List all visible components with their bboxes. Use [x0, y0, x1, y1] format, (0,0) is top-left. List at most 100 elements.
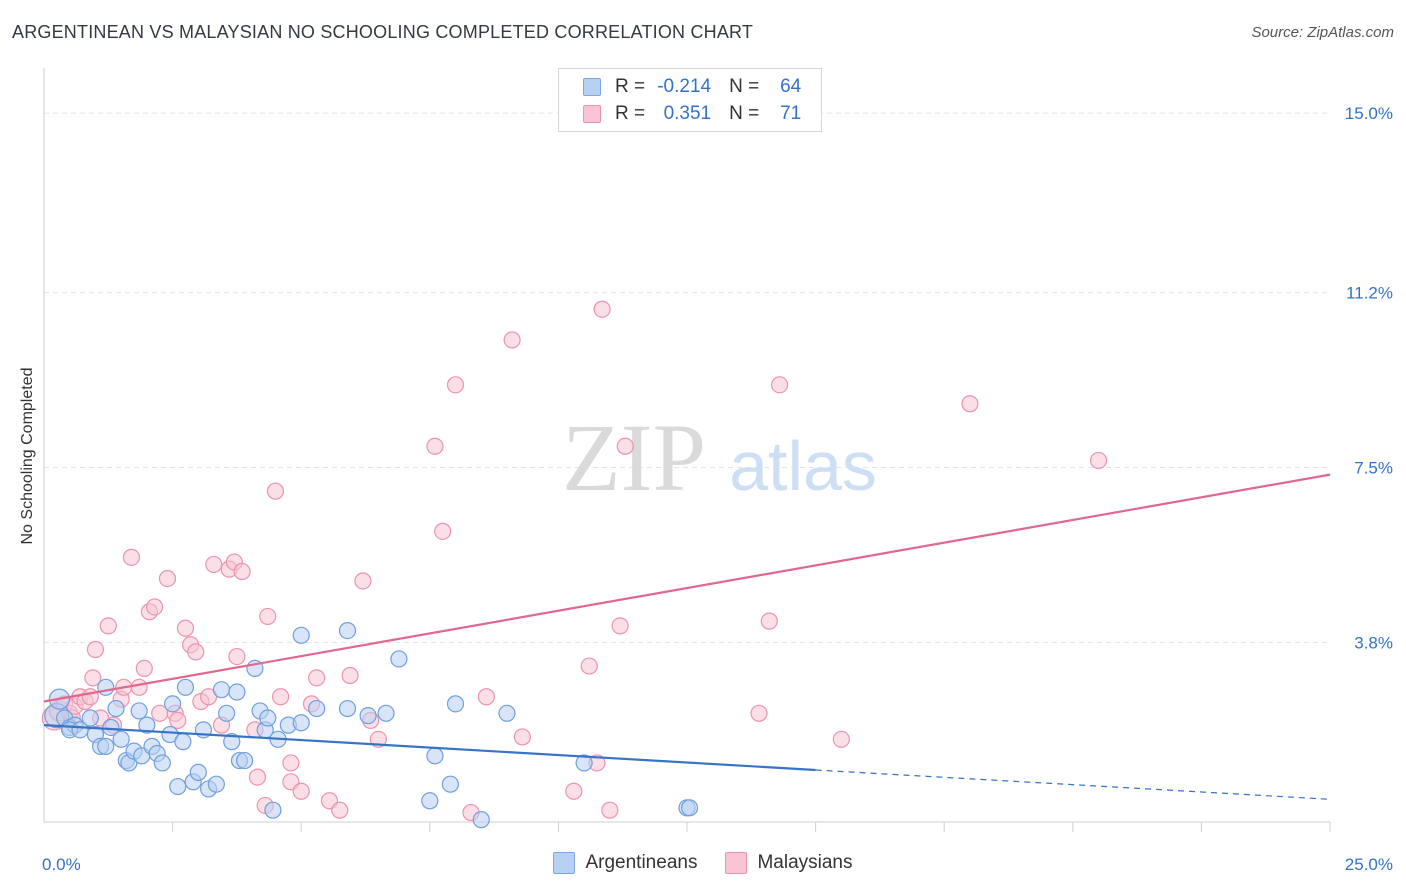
malaysians-point: [99, 617, 117, 635]
legend-swatch-blue: [583, 78, 601, 96]
argentineans-point: [138, 716, 156, 734]
watermark-zip: ZIP: [562, 404, 706, 511]
malaysians-point: [135, 659, 153, 678]
legend-r-label: R =: [615, 103, 646, 124]
chart-title: ARGENTINEAN VS MALAYSIAN NO SCHOOLING CO…: [12, 22, 754, 42]
argentineans-point: [308, 699, 326, 718]
legend-item-argentineans[interactable]: Argentineans: [553, 852, 697, 874]
argentineans-point: [223, 733, 241, 751]
argentineans-point: [446, 695, 465, 713]
malaysians-point: [259, 607, 277, 626]
malaysians-point: [228, 647, 246, 666]
malaysians-point: [130, 678, 148, 696]
series-legend: Argentineans Malaysians: [0, 852, 1406, 874]
malaysians-point: [961, 395, 979, 413]
malaysians-point: [446, 376, 465, 394]
malaysians-point: [565, 782, 583, 800]
argentineans-trend-extension: [815, 769, 1331, 800]
malaysians-point: [122, 548, 141, 566]
malaysians-point: [331, 801, 349, 819]
watermark: ZIP atlas: [562, 404, 877, 511]
malaysians-point: [513, 728, 531, 746]
argentineans-point: [441, 775, 459, 793]
y-tick-label: 3.8%: [1354, 633, 1393, 652]
legend-n-label: N =: [729, 103, 760, 124]
y-tick-label: 15.0%: [1345, 104, 1393, 123]
malaysians-point: [272, 688, 290, 706]
argentineans-trend-line: [43, 724, 816, 772]
argentineans-point: [153, 754, 171, 772]
malaysians-point: [248, 768, 267, 786]
tick-labels: 3.8% 7.5% 11.2% 15.0% 0.0% 25.0%: [42, 104, 1393, 874]
malaysians-point: [611, 617, 629, 635]
argentineans-point: [680, 799, 699, 817]
argentineans-point: [338, 621, 357, 640]
malaysians-point: [308, 669, 326, 687]
malaysians-point: [503, 331, 521, 349]
argentineans-point: [212, 681, 231, 699]
argentineans-point: [426, 747, 444, 765]
malaysians-point: [176, 619, 195, 637]
y-tick-label: 11.2%: [1346, 284, 1393, 303]
argentineans-point: [228, 683, 246, 701]
argentineans-point: [97, 737, 115, 755]
legend-row-malaysians: R = 0.351 N = 71: [583, 102, 801, 126]
malaysians-point: [233, 562, 251, 581]
argentineans-point: [292, 714, 310, 732]
malaysians-trend-line: [43, 473, 1331, 703]
argentineans-point: [259, 709, 277, 727]
malaysians-points: [41, 300, 1108, 822]
malaysians-point: [187, 643, 205, 661]
legend-n-label: N =: [729, 76, 760, 97]
malaysians-point: [580, 657, 598, 675]
argentineans-point: [174, 733, 192, 751]
argentineans-point: [207, 775, 225, 793]
malaysians-point: [86, 640, 105, 659]
malaysians-point: [145, 598, 164, 616]
argentineans-point: [81, 709, 99, 727]
argentineans-point: [575, 754, 593, 772]
malaysians-point: [205, 555, 223, 574]
malaysians-point: [770, 376, 789, 394]
legend-row-argentineans: R = -0.214 N = 64: [583, 75, 801, 99]
argentineans-point: [359, 707, 377, 725]
argentineans-point: [164, 695, 182, 713]
malaysians-point: [760, 612, 778, 630]
legend-label-malaysians: Malaysians: [757, 852, 853, 873]
legend-item-malaysians[interactable]: Malaysians: [725, 852, 853, 874]
malaysians-point: [434, 522, 452, 540]
argentineans-point: [377, 704, 395, 722]
legend-swatch-blue: [553, 852, 576, 874]
argentineans-point: [97, 678, 115, 696]
trend-lines: [43, 473, 1331, 800]
malaysians-point: [832, 730, 850, 748]
malaysians-point: [477, 688, 495, 706]
argentineans-point: [264, 801, 282, 819]
malaysians-point: [341, 666, 359, 685]
x-tick-label: 25.0%: [1345, 855, 1393, 874]
x-tick-label: 0.0%: [42, 855, 81, 874]
argentineans-point: [498, 704, 516, 722]
argentineans-point: [472, 811, 490, 829]
argentineans-point: [421, 792, 439, 810]
legend-n-value: 64: [780, 76, 802, 97]
malaysians-point: [601, 801, 619, 819]
y-tick-label: 7.5%: [1354, 459, 1393, 478]
malaysians-point: [292, 782, 310, 800]
correlation-legend: R = -0.214 N = 64 R = 0.351 N = 71: [558, 68, 822, 132]
malaysians-point: [616, 437, 634, 455]
argentineans-point: [218, 704, 236, 722]
malaysians-point: [266, 482, 285, 500]
legend-r-label: R =: [615, 76, 646, 97]
malaysians-point: [282, 754, 300, 772]
source-label: Source: ZipAtlas.com: [1251, 24, 1394, 41]
legend-n-value: 71: [780, 103, 802, 124]
malaysians-point: [169, 711, 187, 729]
argentineans-point: [112, 730, 130, 748]
argentineans-point: [338, 699, 357, 718]
malaysians-point: [354, 572, 372, 590]
watermark-atlas: atlas: [729, 427, 877, 505]
argentineans-point: [169, 777, 187, 796]
argentineans-point: [176, 678, 195, 696]
argentineans-point: [390, 650, 408, 668]
